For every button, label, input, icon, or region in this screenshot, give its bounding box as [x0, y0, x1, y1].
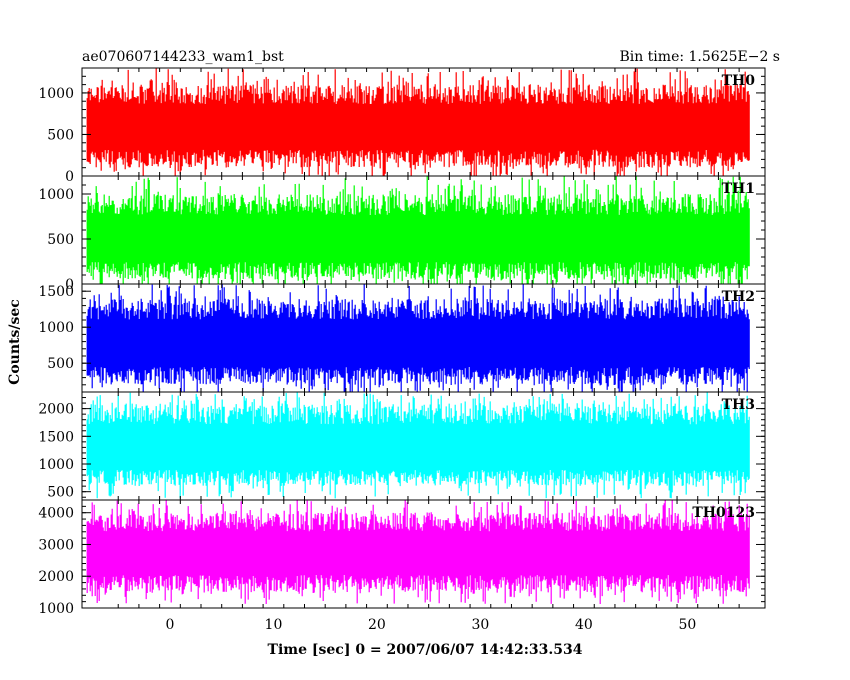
panel-frame [81, 499, 766, 609]
y-tick-label: 1000 [38, 187, 74, 203]
panel-th1: 0 500 1000 TH1 [38, 175, 766, 293]
y-tick-label: 500 [47, 485, 74, 501]
panel-th3: 500 1000 1500 2000 TH3 [38, 391, 766, 501]
x-tick-label: 50 [678, 617, 696, 633]
y-tick-label: 2000 [38, 569, 74, 585]
x-tick-label: 30 [472, 617, 490, 633]
series-th0123 [86, 500, 750, 604]
y-tick-label: 2000 [38, 402, 74, 418]
y-tick-label: 500 [47, 232, 74, 248]
x-tick-label: 20 [368, 617, 386, 633]
y-tick-label: 1000 [38, 320, 74, 336]
panel-label: TH3 [722, 397, 755, 413]
y-tick-label: 4000 [38, 506, 74, 522]
panel-label: TH0 [722, 73, 756, 89]
x-axis-label: Time [sec] 0 = 2007/06/07 14:42:33.534 [268, 642, 583, 658]
y-tick-label: 3000 [38, 537, 74, 553]
series-th2 [86, 284, 750, 392]
x-tick-label: 0 [166, 617, 175, 633]
y-tick-label: 1500 [38, 284, 74, 300]
panel-label: TH0123 [692, 505, 755, 521]
y-tick-label: 1000 [38, 86, 74, 102]
x-tick-label: 40 [575, 617, 593, 633]
y-tick-label: 0 [65, 169, 74, 185]
panel-th2: 500 1000 1500 TH2 [38, 283, 766, 393]
panel-th0: 0 500 1000 TH0 [38, 67, 766, 185]
series-th0 [86, 68, 750, 176]
x-tick-label: 10 [265, 617, 283, 633]
x-axis: 0 10 20 30 40 50 [166, 617, 697, 633]
panel-label: TH1 [722, 181, 755, 197]
y-tick-label: 1000 [38, 457, 74, 473]
y-axis-label: Counts/sec [7, 299, 23, 385]
panel-label: TH2 [722, 289, 755, 305]
y-tick-label: 1000 [38, 601, 74, 617]
series-th1 [86, 176, 750, 284]
y-tick-label: 0 [65, 277, 74, 293]
chart-title: ae070607144233_wam1_bst [82, 49, 284, 65]
bin-time-label: Bin time: 1.5625E−2 s [619, 49, 780, 65]
y-tick-label: 500 [47, 127, 74, 143]
series-th3 [86, 392, 750, 499]
y-tick-label: 1500 [38, 429, 74, 445]
y-tick-label: 500 [47, 356, 74, 372]
panel-th0123: 1000 2000 3000 4000 TH0123 [38, 499, 766, 617]
